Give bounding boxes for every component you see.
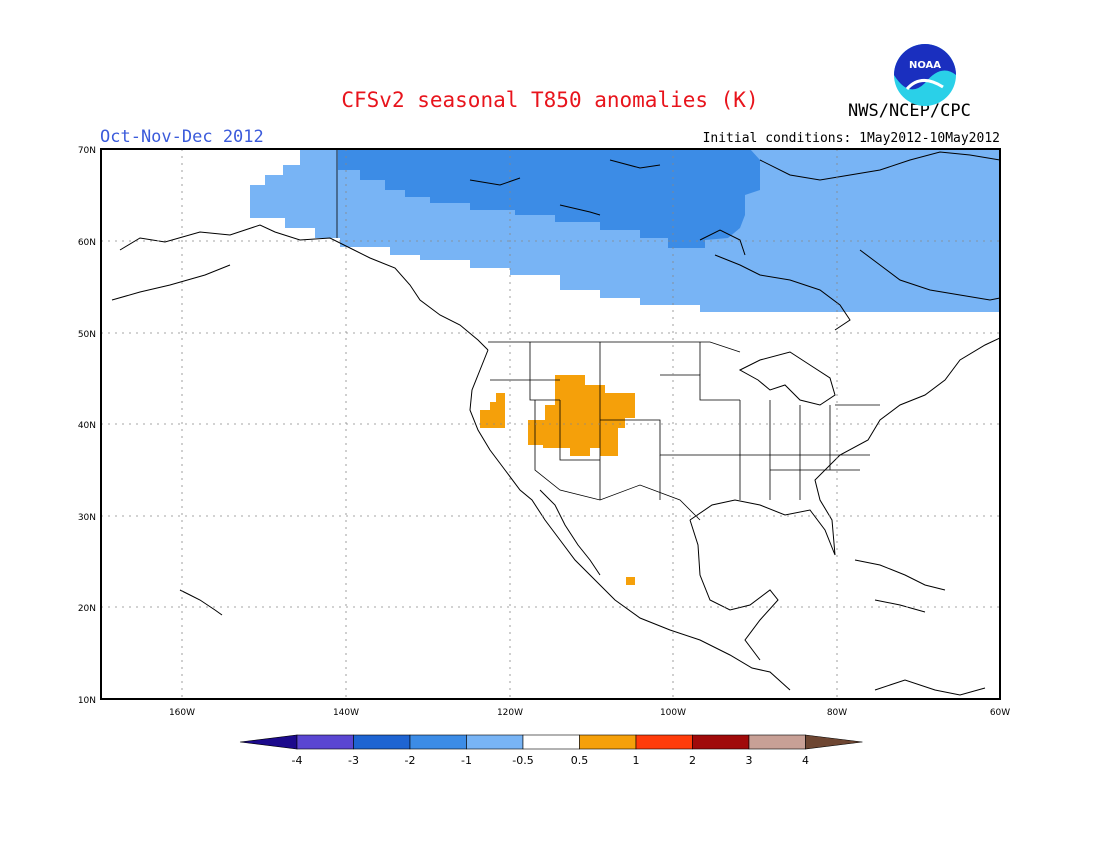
- lat-label-10n: 10N: [78, 696, 96, 706]
- gridlines: [101, 149, 1000, 699]
- lat-label-30n: 30N: [78, 513, 96, 523]
- map-frame: [100, 148, 1001, 700]
- lon-label-60w: 60W: [990, 708, 1010, 718]
- noaa-logo: NOAA: [894, 44, 956, 106]
- agency-label: NWS/NCEP/CPC: [848, 101, 971, 121]
- lat-label-60n: 60N: [78, 238, 96, 248]
- initial-conditions: Initial conditions: 1May2012-10May2012: [702, 131, 1000, 146]
- lon-label-160w: 160W: [169, 708, 195, 718]
- lat-label-40n: 40N: [78, 421, 96, 431]
- forecast-period: Oct-Nov-Dec 2012: [100, 127, 264, 147]
- lat-label-70n: 70N: [78, 146, 96, 156]
- coastlines: [111, 151, 1000, 696]
- lon-label-120w: 120W: [497, 708, 523, 718]
- lat-label-20n: 20N: [78, 604, 96, 614]
- noaa-logo-text: NOAA: [909, 60, 941, 71]
- lon-label-80w: 80W: [827, 708, 847, 718]
- chart-title: CFSv2 seasonal T850 anomalies (K): [341, 88, 759, 112]
- negative-anomaly-region-medium: [338, 149, 760, 248]
- lon-label-140w: 140W: [333, 708, 359, 718]
- political-borders: [336, 149, 880, 521]
- positive-anomaly-region: [528, 375, 635, 456]
- positive-anomaly-patch: [626, 577, 635, 585]
- lon-label-100w: 100W: [660, 708, 686, 718]
- lat-label-50n: 50N: [78, 330, 96, 340]
- positive-anomaly-region-small: [480, 393, 505, 428]
